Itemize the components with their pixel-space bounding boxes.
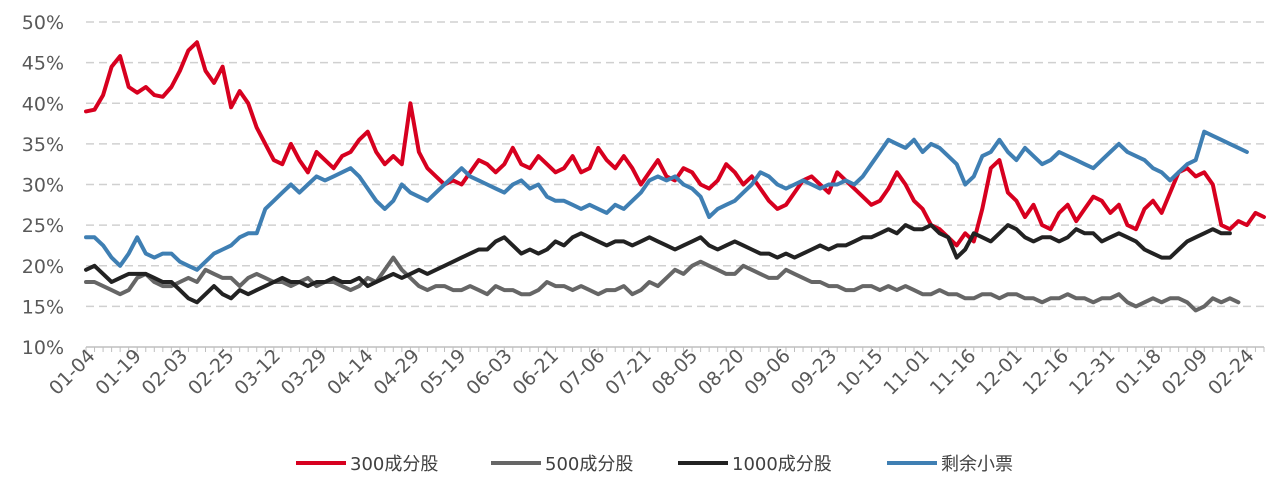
y-tick-label: 15% [22, 296, 64, 318]
y-axis: 10% 15% 20% 25% 30% 35% 40% 45% 50% [22, 12, 64, 359]
x-tick-label: 03-29 [277, 345, 332, 400]
x-tick-label: 03-12 [230, 345, 285, 400]
x-tick-label: 04-29 [369, 345, 424, 400]
x-tick-label: 04-14 [323, 345, 378, 400]
legend-label: 500成分股 [545, 454, 633, 475]
y-tick-label: 20% [22, 256, 64, 278]
y-tick-label: 10% [22, 337, 64, 359]
x-tick-label: 12-31 [1065, 345, 1120, 400]
grid-lines [86, 21, 1264, 308]
x-tick-label: 01-18 [1111, 345, 1166, 400]
series-line-3 [84, 129, 1249, 272]
x-tick-label: 07-21 [601, 345, 656, 400]
legend-label: 300成分股 [350, 454, 438, 475]
x-axis: 01-0401-1902-0302-2503-1203-2904-1404-29… [45, 345, 1265, 400]
x-tick-label: 12-01 [972, 345, 1027, 400]
x-tick-label: 11-16 [926, 345, 981, 400]
legend-label: 1000成分股 [732, 454, 832, 475]
x-tick-label: 02-24 [1204, 345, 1259, 400]
x-tick-label: 11-01 [879, 345, 934, 400]
y-tick-label: 30% [22, 175, 64, 197]
x-tick-label: 08-05 [648, 345, 703, 400]
x-tick-label: 01-19 [91, 345, 146, 400]
y-tick-label: 40% [22, 93, 64, 115]
y-tick-label: 35% [22, 134, 64, 156]
x-tick-label: 07-06 [555, 345, 610, 400]
series-line-0 [84, 40, 1266, 248]
legend: 300成分股 500成分股 1000成分股 剩余小票 [296, 454, 1013, 475]
x-tick-label: 06-21 [509, 345, 564, 400]
series-lines [84, 40, 1266, 313]
x-tick-label: 09-23 [787, 345, 842, 400]
series-line-2 [84, 223, 1232, 305]
x-tick-label: 02-09 [1158, 345, 1213, 400]
y-tick-label: 45% [22, 53, 64, 75]
x-tick-label: 06-03 [462, 345, 517, 400]
y-tick-label: 50% [22, 12, 64, 34]
x-tick-label: 05-19 [416, 345, 471, 400]
y-tick-label: 25% [22, 215, 64, 237]
x-tick-label: 12-16 [1018, 345, 1073, 400]
x-tick-label: 02-25 [184, 345, 239, 400]
x-tick-label: 10-15 [833, 345, 888, 400]
x-tick-label: 09-06 [740, 345, 795, 400]
x-tick-label: 08-20 [694, 345, 749, 400]
legend-label: 剩余小票 [941, 454, 1013, 475]
x-tick-label: 02-03 [138, 345, 193, 400]
